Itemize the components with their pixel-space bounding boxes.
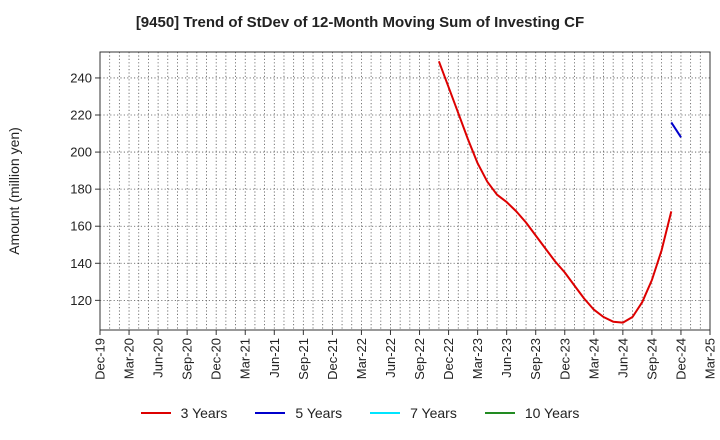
legend-swatch: [140, 412, 171, 414]
y-tick-label: 120: [70, 293, 92, 308]
legend-item: 5 Years: [255, 405, 342, 421]
legend-label: 3 Years: [180, 405, 228, 421]
legend-label: 5 Years: [295, 405, 343, 421]
chart-legend: 3 Years 5 Years 7 Years 10 Years: [0, 405, 720, 421]
x-tick-label: Sep-24: [644, 338, 659, 380]
y-tick-label: 200: [70, 145, 92, 160]
y-tick-label: 160: [70, 219, 92, 234]
x-tick-label: Dec-22: [441, 338, 456, 380]
x-tick-label: Jun-22: [383, 338, 398, 378]
x-tick-label: Dec-24: [673, 338, 688, 380]
legend-swatch: [484, 412, 515, 414]
x-tick-label: Dec-19: [93, 338, 108, 380]
x-tick-label: Sep-20: [180, 338, 195, 380]
chart-title: [9450] Trend of StDev of 12-Month Moving…: [135, 14, 585, 31]
legend-swatch: [255, 412, 286, 414]
y-tick-label: 240: [70, 70, 92, 85]
y-tick-label: 220: [70, 108, 92, 123]
x-tick-label: Mar-22: [354, 338, 369, 379]
x-tick-label: Dec-20: [209, 338, 224, 380]
y-tick-label: 140: [70, 256, 92, 271]
x-tick-label: Sep-22: [412, 338, 427, 380]
y-axis-label: Amount (million yen): [6, 127, 22, 255]
x-tick-label: Dec-23: [557, 338, 572, 380]
legend-label: 10 Years: [524, 405, 580, 421]
x-tick-label: Mar-20: [122, 338, 137, 379]
x-tick-label: Mar-21: [238, 338, 253, 379]
legend-swatch: [370, 412, 401, 414]
x-tick-label: Dec-21: [325, 338, 340, 380]
legend-item: 7 Years: [370, 405, 457, 421]
x-tick-label: Jun-23: [499, 338, 514, 378]
plot-frame: [99, 51, 711, 331]
legend-label: 7 Years: [410, 405, 457, 421]
x-tick-label: Jun-24: [615, 338, 630, 378]
x-tick-label: Mar-25: [703, 338, 718, 379]
x-tick-label: Mar-23: [470, 338, 485, 379]
x-tick-label: Sep-21: [296, 338, 311, 380]
y-tick-label: 180: [70, 182, 92, 197]
legend-item: 10 Years: [484, 405, 580, 421]
x-tick-label: Mar-24: [586, 338, 601, 379]
x-tick-label: Jun-21: [267, 338, 282, 378]
series-line-3-years: [437, 60, 673, 324]
series-line-5-years: [670, 121, 682, 138]
legend-item: 3 Years: [140, 405, 228, 421]
x-tick-label: Sep-23: [528, 338, 543, 380]
x-tick-label: Jun-20: [151, 338, 166, 378]
